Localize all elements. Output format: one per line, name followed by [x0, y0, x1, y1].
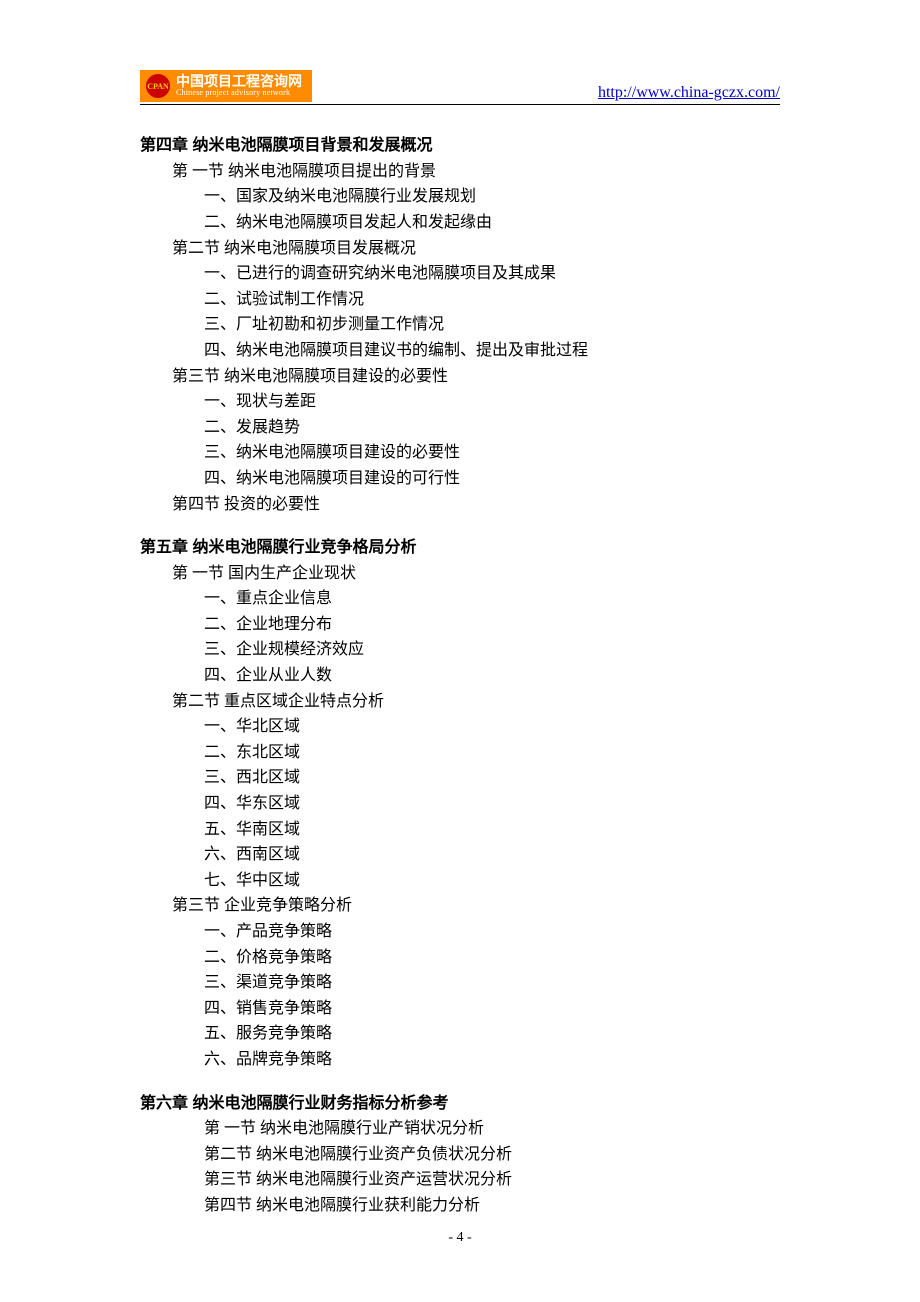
chapter-block: 第五章 纳米电池隔膜行业竞争格局分析 第 一节 国内生产企业现状 一、重点企业信… — [140, 535, 780, 1072]
document-page: CPAN 中国项目工程咨询网 Chinese project advisory … — [0, 0, 920, 1297]
toc-item: 三、厂址初勘和初步测量工作情况 — [140, 312, 780, 338]
logo-text-en: Chinese project advisory network — [176, 89, 302, 98]
section-label: 第三节 企业竞争策略分析 — [140, 893, 780, 919]
toc-item: 三、西北区域 — [140, 765, 780, 791]
toc-item: 四、销售竞争策略 — [140, 996, 780, 1022]
page-number: - 4 - — [448, 1230, 471, 1245]
chapter-block: 第四章 纳米电池隔膜项目背景和发展概况 第 一节 纳米电池隔膜项目提出的背景 一… — [140, 133, 780, 517]
section-label: 第 一节 纳米电池隔膜项目提出的背景 — [140, 159, 780, 185]
toc-item: 四、纳米电池隔膜项目建设的可行性 — [140, 466, 780, 492]
page-header: CPAN 中国项目工程咨询网 Chinese project advisory … — [140, 70, 780, 105]
toc-item: 一、重点企业信息 — [140, 586, 780, 612]
toc-item: 五、华南区域 — [140, 817, 780, 843]
section-label: 第四节 投资的必要性 — [140, 492, 780, 518]
section-label: 第 一节 国内生产企业现状 — [140, 561, 780, 587]
section-label: 第四节 纳米电池隔膜行业获利能力分析 — [140, 1193, 780, 1219]
toc-item: 三、企业规模经济效应 — [140, 637, 780, 663]
toc-item: 二、价格竞争策略 — [140, 945, 780, 971]
toc-item: 二、发展趋势 — [140, 415, 780, 441]
header-url-link[interactable]: http://www.china-gczx.com/ — [598, 84, 780, 102]
section-label: 第二节 纳米电池隔膜项目发展概况 — [140, 236, 780, 262]
toc-item: 二、纳米电池隔膜项目发起人和发起缘由 — [140, 210, 780, 236]
toc-item: 一、产品竞争策略 — [140, 919, 780, 945]
chapter-title: 第六章 纳米电池隔膜行业财务指标分析参考 — [140, 1091, 780, 1117]
logo-text-cn: 中国项目工程咨询网 — [176, 74, 302, 89]
document-body: 第四章 纳米电池隔膜项目背景和发展概况 第 一节 纳米电池隔膜项目提出的背景 一… — [140, 133, 780, 1218]
toc-item: 二、企业地理分布 — [140, 612, 780, 638]
toc-item: 七、华中区域 — [140, 868, 780, 894]
section-label: 第 一节 纳米电池隔膜行业产销状况分析 — [140, 1116, 780, 1142]
section-label: 第三节 纳米电池隔膜行业资产运营状况分析 — [140, 1167, 780, 1193]
site-logo: CPAN 中国项目工程咨询网 Chinese project advisory … — [140, 70, 312, 102]
chapter-title: 第五章 纳米电池隔膜行业竞争格局分析 — [140, 535, 780, 561]
section-label: 第二节 纳米电池隔膜行业资产负债状况分析 — [140, 1142, 780, 1168]
chapter-title: 第四章 纳米电池隔膜项目背景和发展概况 — [140, 133, 780, 159]
toc-item: 三、纳米电池隔膜项目建设的必要性 — [140, 440, 780, 466]
toc-item: 三、渠道竞争策略 — [140, 970, 780, 996]
section-label: 第三节 纳米电池隔膜项目建设的必要性 — [140, 364, 780, 390]
toc-item: 二、东北区域 — [140, 740, 780, 766]
toc-item: 一、华北区域 — [140, 714, 780, 740]
toc-item: 六、品牌竞争策略 — [140, 1047, 780, 1073]
toc-item: 四、纳米电池隔膜项目建议书的编制、提出及审批过程 — [140, 338, 780, 364]
logo-badge-icon: CPAN — [146, 74, 170, 98]
toc-item: 六、西南区域 — [140, 842, 780, 868]
toc-item: 五、服务竞争策略 — [140, 1021, 780, 1047]
toc-item: 一、已进行的调查研究纳米电池隔膜项目及其成果 — [140, 261, 780, 287]
toc-item: 二、试验试制工作情况 — [140, 287, 780, 313]
page-footer: - 4 - — [0, 1230, 920, 1246]
toc-item: 四、华东区域 — [140, 791, 780, 817]
logo-text: 中国项目工程咨询网 Chinese project advisory netwo… — [176, 74, 302, 98]
section-label: 第二节 重点区域企业特点分析 — [140, 689, 780, 715]
toc-item: 一、现状与差距 — [140, 389, 780, 415]
toc-item: 一、国家及纳米电池隔膜行业发展规划 — [140, 184, 780, 210]
chapter-block: 第六章 纳米电池隔膜行业财务指标分析参考 第 一节 纳米电池隔膜行业产销状况分析… — [140, 1091, 780, 1219]
toc-item: 四、企业从业人数 — [140, 663, 780, 689]
